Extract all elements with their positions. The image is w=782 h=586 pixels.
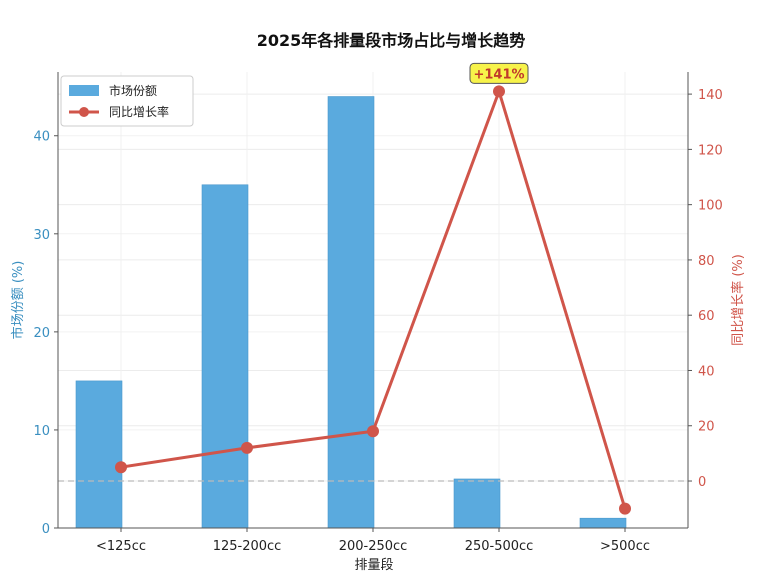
y-axis-right-label: 同比增长率 (%) bbox=[730, 254, 746, 346]
y-right-tick-label: 20 bbox=[698, 420, 715, 435]
y-left-tick-label: 30 bbox=[33, 228, 50, 243]
bar bbox=[579, 517, 627, 529]
x-tick-label: 125-200cc bbox=[213, 539, 282, 554]
axes: 0 10 20 30 40 0 20 40 60 80 100 120 140 <125cc 125-200… bbox=[33, 72, 723, 554]
y-right-tick-label: 60 bbox=[698, 309, 715, 324]
y-axis-left-label: 市场份额 (%) bbox=[10, 261, 26, 340]
growth-point bbox=[619, 502, 631, 515]
y-right-tick-label: 80 bbox=[698, 254, 715, 269]
legend-bar-label: 市场份额 bbox=[109, 83, 157, 98]
y-right-tick-label: 0 bbox=[698, 475, 706, 490]
x-tick-label: 250-500cc bbox=[465, 539, 534, 554]
legend-line-label: 同比增长率 bbox=[109, 104, 169, 119]
growth-line-series bbox=[115, 85, 631, 515]
growth-point bbox=[493, 85, 505, 98]
y-left-tick-label: 0 bbox=[42, 522, 50, 537]
y-left-tick-label: 40 bbox=[33, 130, 50, 145]
bar bbox=[201, 184, 249, 529]
legend-line-marker bbox=[79, 107, 89, 117]
y-left-tick-label: 10 bbox=[33, 424, 50, 439]
y-right-tick-label: 140 bbox=[698, 88, 723, 103]
legend-bar-swatch bbox=[69, 85, 99, 96]
peak-annotation: +141% bbox=[469, 62, 529, 84]
growth-point bbox=[115, 461, 127, 474]
bar bbox=[75, 380, 123, 529]
annotation-label: +141% bbox=[473, 67, 524, 82]
growth-point bbox=[367, 425, 379, 438]
y-right-tick-label: 100 bbox=[698, 199, 723, 214]
x-axis-label: 排量段 bbox=[354, 558, 393, 573]
x-tick-label: <125cc bbox=[96, 539, 146, 554]
x-tick-label: >500cc bbox=[600, 539, 650, 554]
y-right-tick-label: 40 bbox=[698, 364, 715, 379]
chart-title: 2025年各排量段市场占比与增长趋势 bbox=[257, 31, 526, 50]
bar bbox=[453, 478, 501, 529]
y-right-tick-label: 120 bbox=[698, 143, 723, 158]
legend: 市场份额 同比增长率 bbox=[60, 75, 194, 127]
annotation-box bbox=[469, 62, 529, 84]
bar bbox=[327, 96, 375, 529]
bars bbox=[75, 96, 627, 529]
growth-point bbox=[241, 441, 253, 454]
x-tick-label: 200-250cc bbox=[339, 539, 408, 554]
y-left-tick-label: 20 bbox=[33, 326, 50, 341]
